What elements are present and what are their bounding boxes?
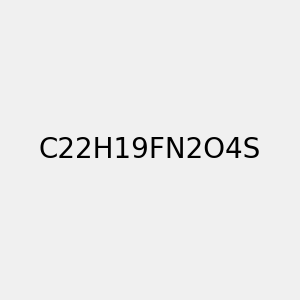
Text: C22H19FN2O4S: C22H19FN2O4S <box>39 136 261 164</box>
